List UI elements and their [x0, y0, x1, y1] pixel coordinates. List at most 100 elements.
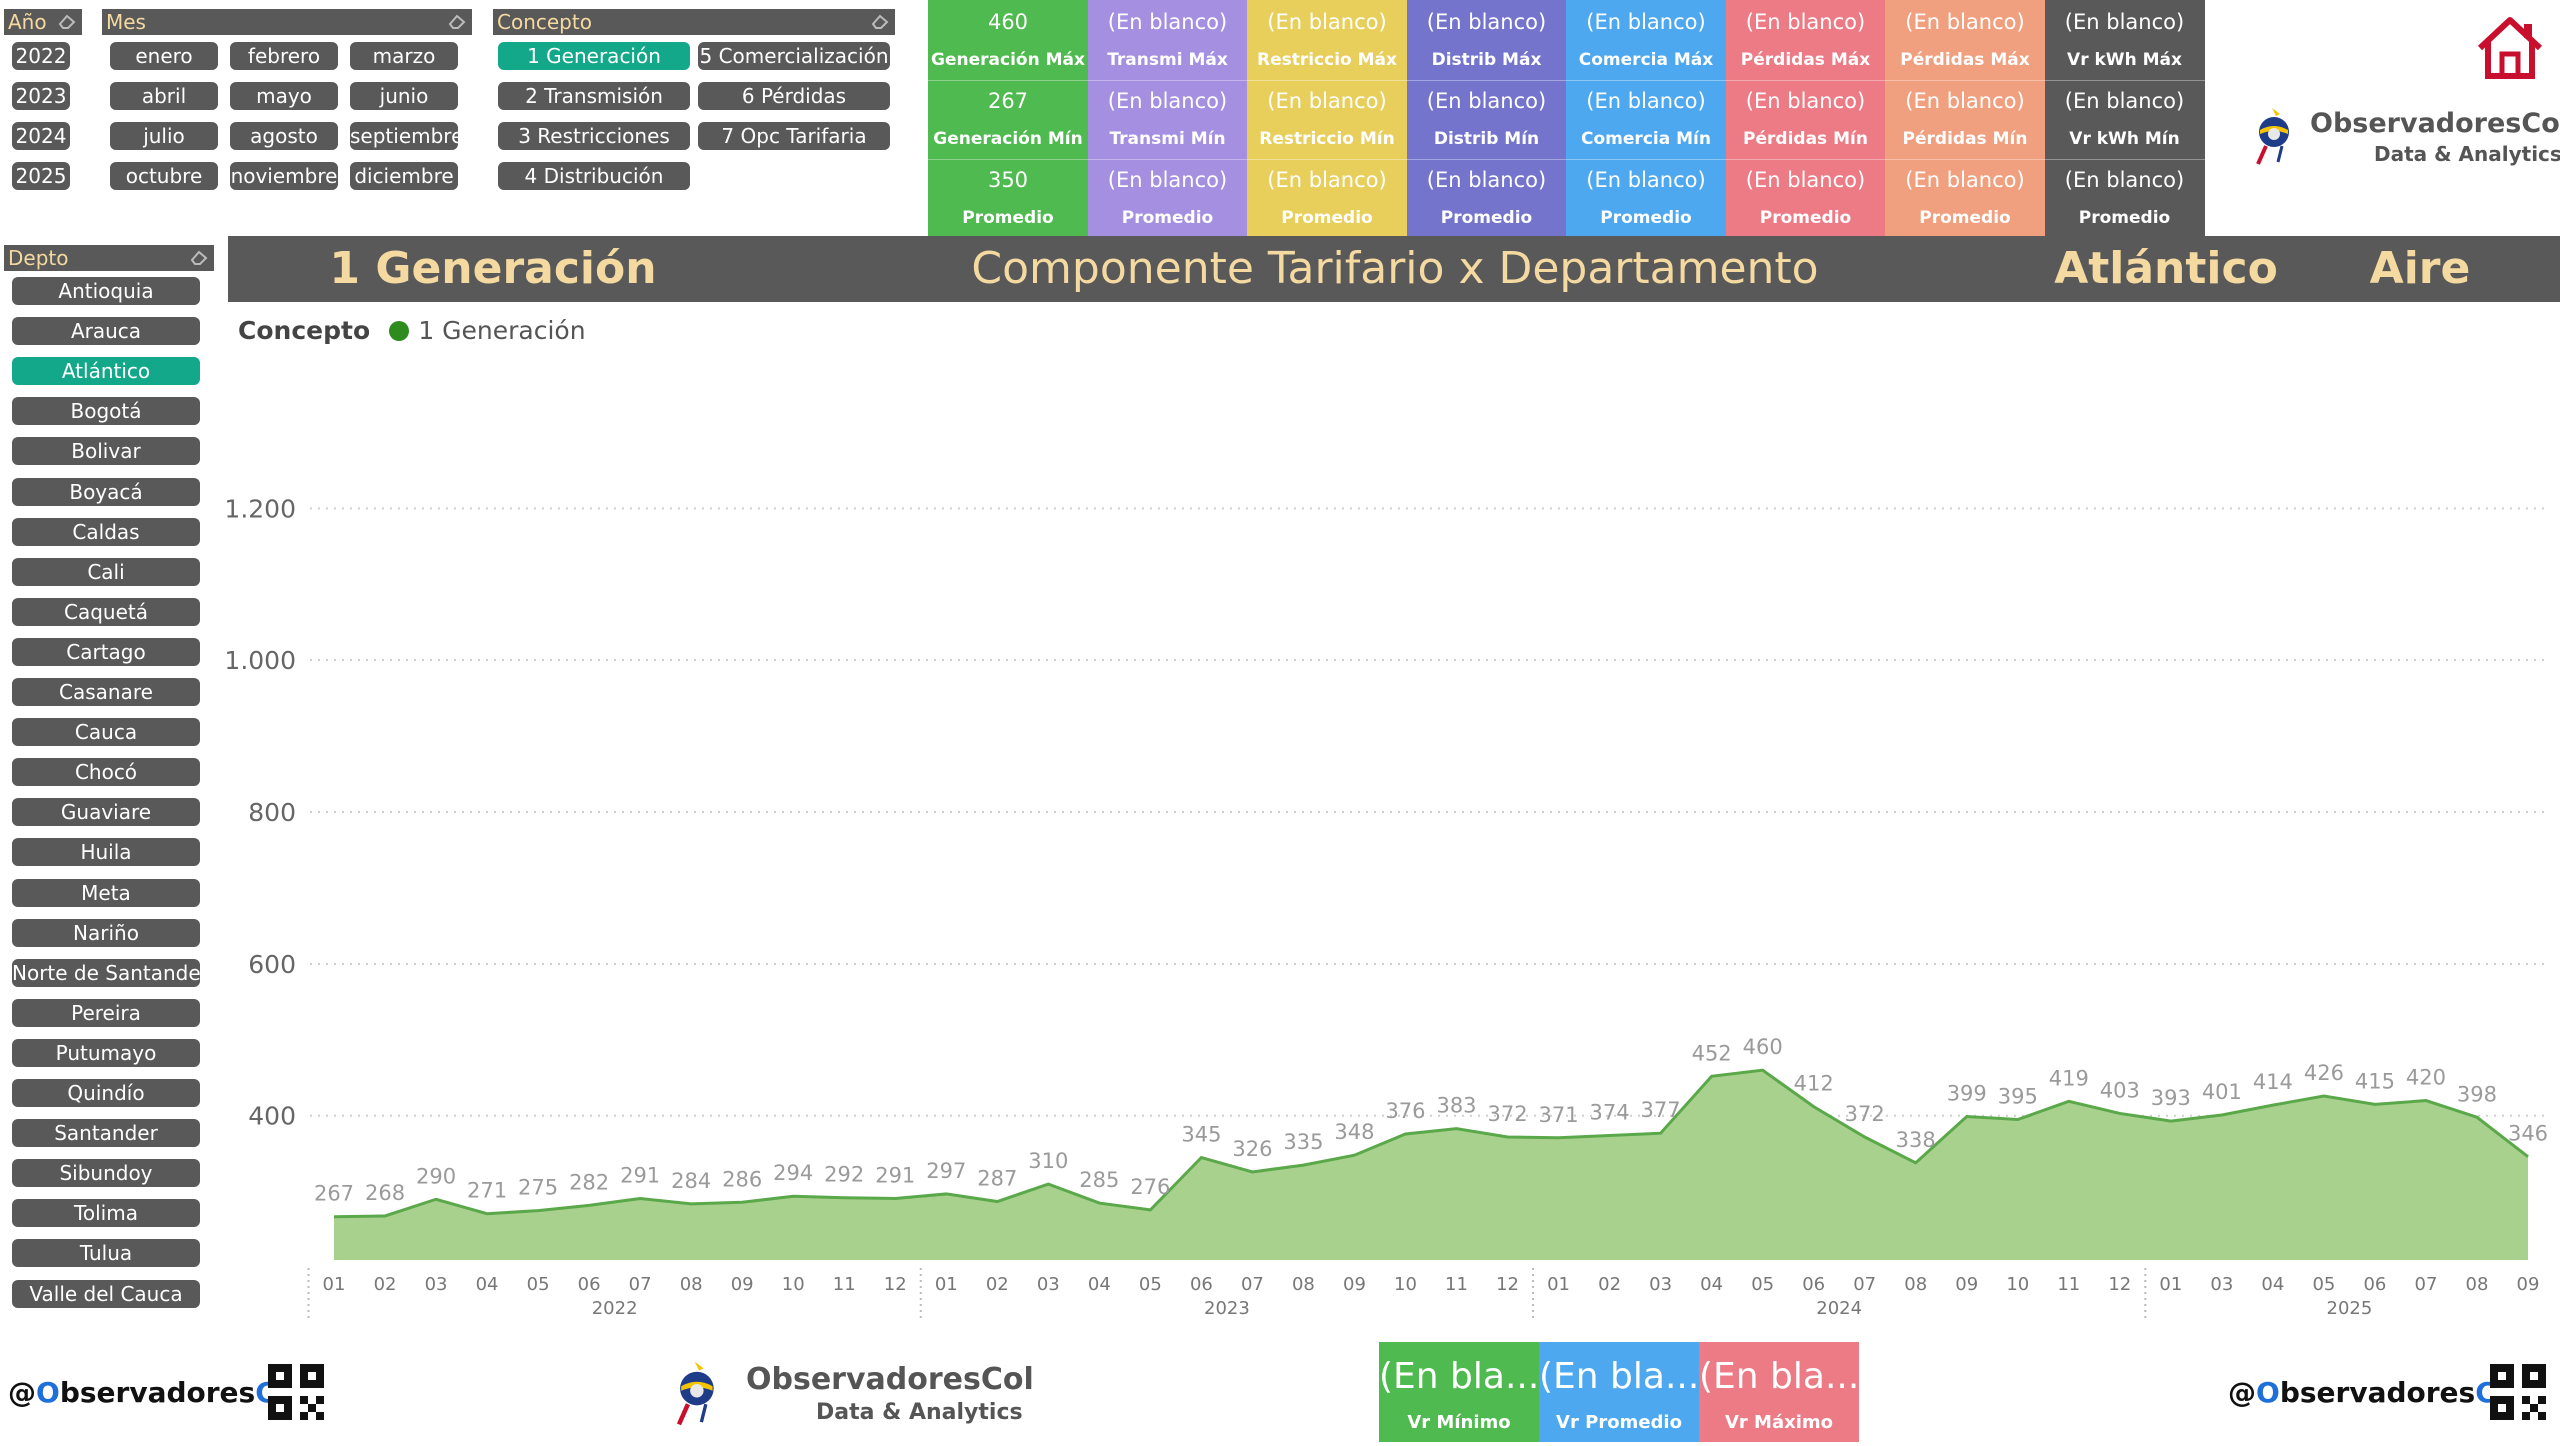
dept-option[interactable]: Bogotá [12, 397, 200, 426]
kpi-label: Promedio [1759, 208, 1852, 228]
dept-option[interactable]: Santander [12, 1119, 200, 1148]
month-option-junio[interactable]: junio [350, 82, 458, 110]
dept-option[interactable]: Norte de Santander [12, 958, 200, 987]
social-handle-left[interactable]: @ObservadoresCo [8, 1376, 295, 1409]
dept-option[interactable]: Tolima [12, 1199, 200, 1228]
kpi-card: (En blanco) Transmi Máx (En blanco) Transmi… [1087, 0, 1248, 237]
kpi-divider [928, 80, 1088, 81]
kpi-label: Promedio [1121, 208, 1214, 228]
eraser-icon[interactable] [448, 13, 466, 29]
dept-option[interactable]: Boyacá [12, 477, 200, 506]
eraser-icon[interactable] [190, 249, 208, 265]
concept-slicer-header: Concepto [493, 9, 895, 35]
month-option-abril[interactable]: abril [110, 82, 218, 110]
kpi-value: (En blanco) [1426, 168, 1547, 192]
dept-option[interactable]: Guaviare [12, 798, 200, 827]
kpi-value: (En blanco) [1586, 89, 1706, 113]
x-tick-label: 11 [833, 1274, 856, 1295]
dept-option[interactable]: Sibundoy [12, 1159, 200, 1188]
dept-option[interactable]: Antioquia [12, 277, 200, 305]
x-tick-label: 05 [1139, 1274, 1162, 1295]
dept-option[interactable]: Quindío [12, 1079, 200, 1107]
home-icon[interactable] [2474, 14, 2546, 82]
x-tick-label: 02 [986, 1274, 1009, 1295]
concept-option[interactable]: 1 Generación [498, 42, 690, 70]
dept-option[interactable]: Cauca [12, 718, 200, 747]
x-tick-label: 04 [1700, 1274, 1723, 1295]
eraser-icon[interactable] [871, 13, 889, 29]
kpi-card: (En blanco) Vr kWh Máx (En blanco) Vr kWh M… [2044, 0, 2205, 237]
x-tick-label: 12 [2108, 1274, 2131, 1295]
dept-option[interactable]: Casanare [12, 678, 200, 706]
year-option-2024[interactable]: 2024 [12, 122, 70, 150]
dept-option[interactable]: Cali [12, 557, 200, 586]
month-option-mayo[interactable]: mayo [230, 82, 338, 110]
x-tick-label: 04 [2261, 1274, 2284, 1295]
dept-option[interactable]: Putumayo [12, 1038, 200, 1067]
x-tick-label: 07 [1853, 1274, 1876, 1295]
month-option-noviembre[interactable]: noviembre [230, 162, 338, 190]
year-option-2022[interactable]: 2022 [12, 42, 70, 70]
year-slicer-header: Año [4, 9, 82, 35]
data-label: 287 [977, 1167, 1017, 1191]
month-option-agosto[interactable]: agosto [230, 122, 338, 150]
kpi-divider [1087, 159, 1248, 160]
kpi-card: (En blanco) Pérdidas Máx (En blanco) Pérdid… [1725, 0, 1886, 237]
kpi-label: Restriccio Mín [1259, 129, 1395, 149]
x-tick-label: 02 [374, 1274, 397, 1295]
dept-option[interactable]: Huila [12, 838, 200, 867]
concept-option[interactable]: 4 Distribución [498, 162, 690, 190]
kpi-divider [1725, 159, 1886, 160]
dept-option[interactable]: Cartago [12, 637, 200, 666]
dept-option[interactable]: Valle del Cauca [12, 1279, 200, 1308]
kpi-divider [1566, 80, 1726, 81]
kpi-divider [1885, 159, 2045, 160]
kpi-label: Comercia Mín [1581, 129, 1711, 149]
month-option-julio[interactable]: julio [110, 122, 218, 150]
kpi-card: 460 Generación Máx 267 Generación Mín 350 Pro… [928, 0, 1088, 237]
dept-option[interactable]: Nariño [12, 918, 200, 947]
month-option-octubre[interactable]: octubre [110, 162, 218, 190]
dept-option[interactable]: Pereira [12, 998, 200, 1027]
x-tick-label: 06 [1190, 1274, 1213, 1295]
month-option-febrero[interactable]: febrero [230, 42, 338, 70]
kpi-label: Restriccio Máx [1256, 50, 1397, 70]
data-label: 297 [926, 1159, 966, 1183]
kpi-value: (En blanco) [1745, 168, 1866, 192]
concept-option[interactable]: 7 Opc Tarifaria [698, 122, 890, 150]
footer-kpi-card: (En bla... Vr Máximo [1699, 1342, 1859, 1442]
concept-option[interactable]: 3 Restricciones [498, 122, 690, 150]
data-label: 372 [1487, 1102, 1527, 1126]
dept-option[interactable]: Bolivar [12, 437, 200, 466]
data-label: 285 [1079, 1168, 1119, 1192]
data-label: 420 [2406, 1066, 2446, 1090]
month-option-septiembre[interactable]: septiembre [350, 122, 458, 150]
month-option-marzo[interactable]: marzo [350, 42, 458, 70]
concept-option[interactable]: 6 Pérdidas [698, 82, 890, 110]
x-tick-label: 08 [680, 1274, 703, 1295]
dept-slicer-header: Depto [4, 245, 214, 271]
kpi-value: (En blanco) [1426, 89, 1547, 113]
year-option-2023[interactable]: 2023 [12, 82, 70, 110]
dept-option[interactable]: Chocó [12, 758, 200, 787]
y-tick-label: 600 [248, 950, 296, 979]
kpi-label: Promedio [1600, 208, 1692, 228]
kpi-divider [2044, 80, 2205, 81]
month-option-diciembre[interactable]: diciembre [350, 162, 458, 190]
dept-option[interactable]: Caldas [12, 517, 200, 546]
social-handle-right[interactable]: @ObservadoresCo [2228, 1376, 2515, 1409]
month-option-enero[interactable]: enero [110, 42, 218, 70]
kpi-value: (En blanco) [2064, 89, 2185, 113]
kpi-card: (En blanco) Pérdidas Máx (En blanco) Pérdid… [1885, 0, 2045, 237]
dept-option[interactable]: Meta [12, 878, 200, 907]
month-slicer-header: Mes [102, 9, 472, 35]
dept-option[interactable]: Arauca [12, 317, 200, 346]
year-option-2025[interactable]: 2025 [12, 162, 70, 190]
dept-option[interactable]: Caquetá [12, 597, 200, 626]
x-tick-label: 10 [1394, 1274, 1417, 1295]
concept-option[interactable]: 2 Transmisión [498, 82, 690, 110]
concept-option[interactable]: 5 Comercialización [698, 42, 890, 70]
dept-option[interactable]: Atlántico [12, 357, 200, 386]
dept-option[interactable]: Tulua [12, 1239, 200, 1268]
eraser-icon[interactable] [58, 13, 76, 29]
